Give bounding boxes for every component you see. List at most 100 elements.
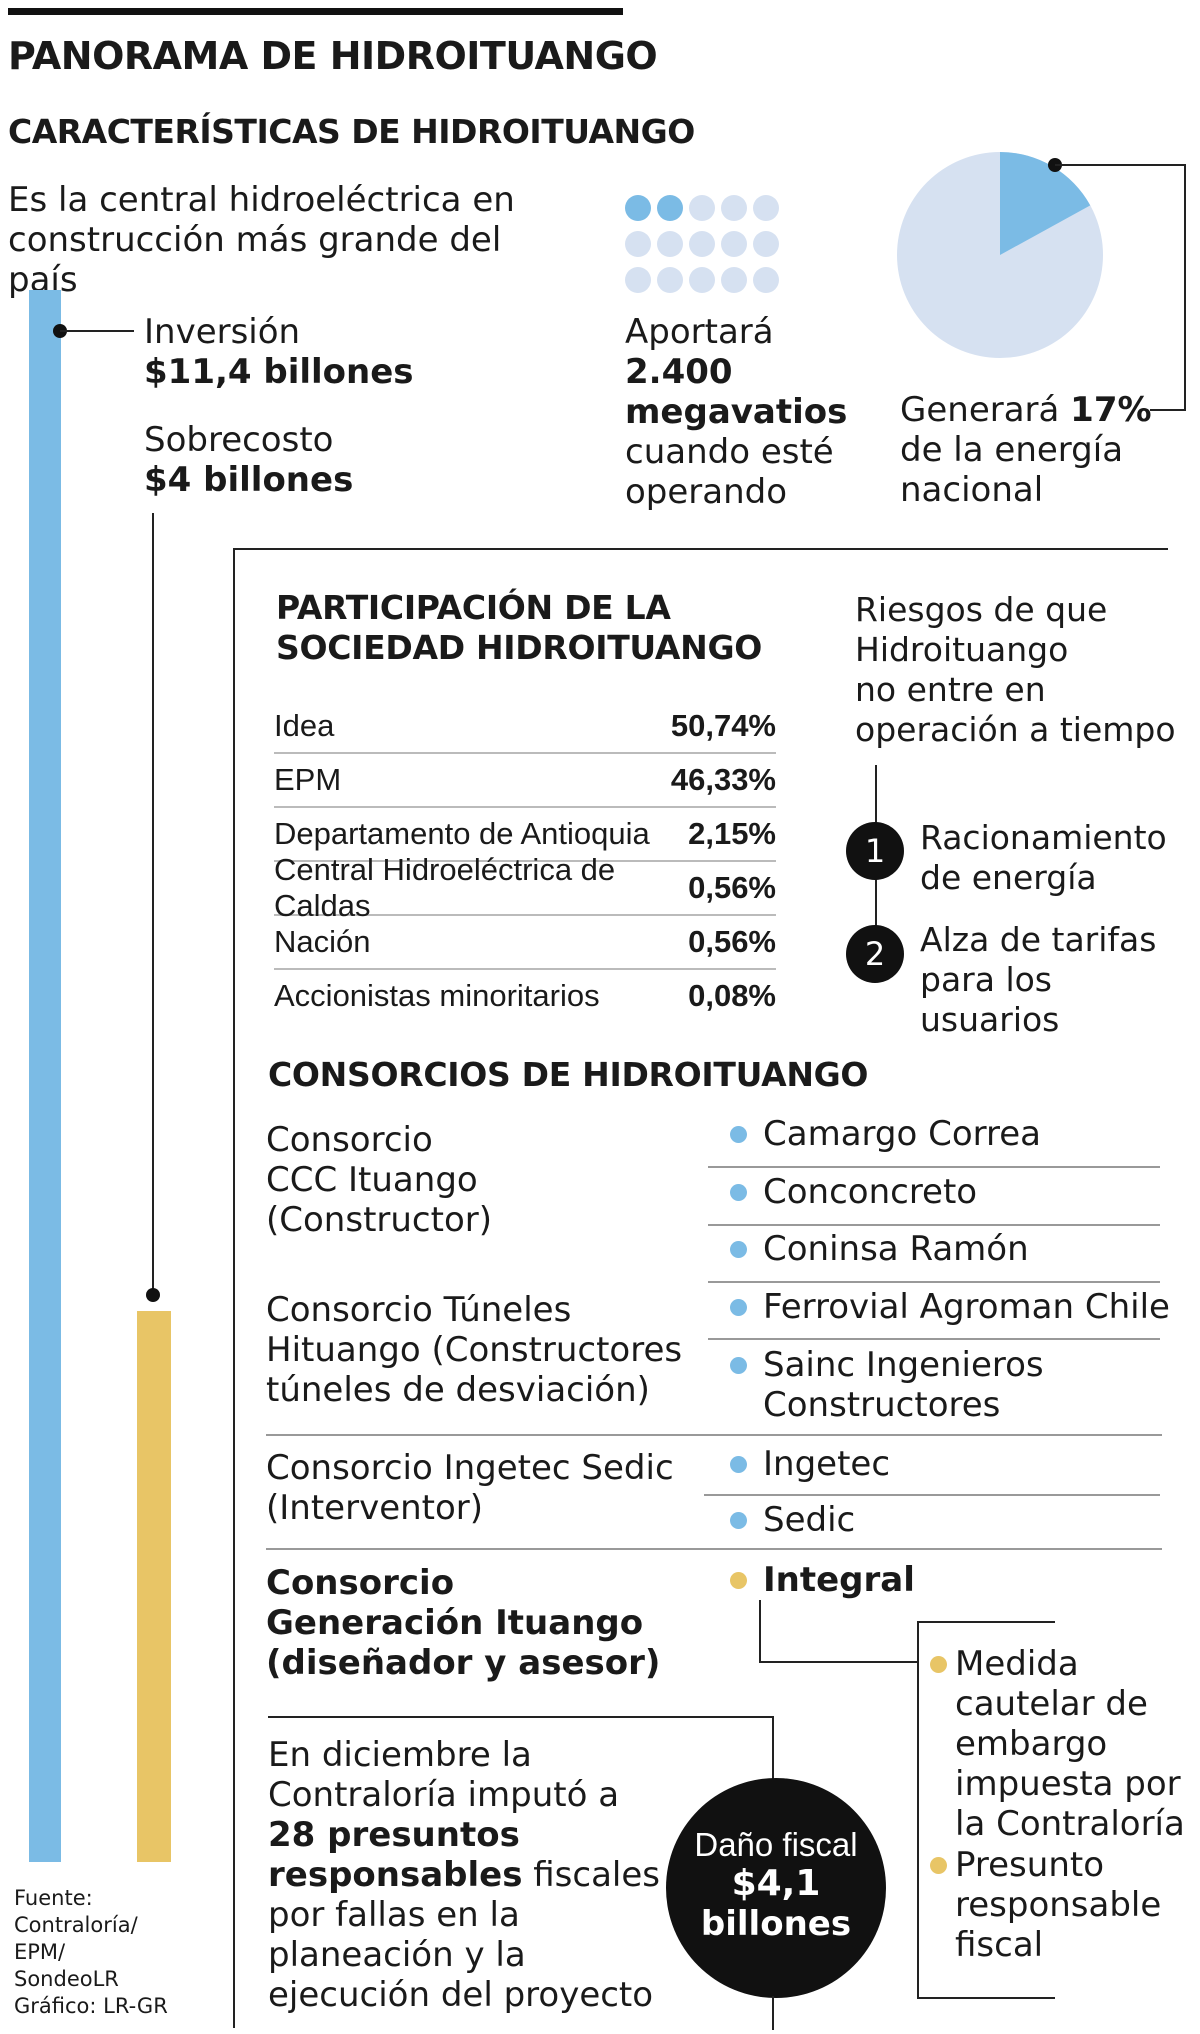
member-label-line-1: Sainc Ingenieros: [763, 1345, 1044, 1385]
source-line: EPM/: [14, 1940, 66, 1964]
member-ingetec: Ingetec: [730, 1444, 890, 1484]
consorcio-group-3: Consorcio Ingetec Sedic (Interventor): [266, 1448, 674, 1528]
risk-item-1: Racionamiento de energía: [920, 818, 1167, 898]
row-name: Central Hidroeléctrica de Caldas: [274, 852, 616, 923]
megawatt-dot: [657, 195, 683, 221]
consorcios-title: CONSORCIOS DE HIDROITUANGO: [268, 1055, 869, 1094]
megawatt-dot: [625, 231, 651, 257]
member-separator: [708, 1281, 1160, 1283]
note-line: fiscal: [955, 1925, 1044, 1965]
dano-unit: billones: [700, 1904, 852, 1944]
investment-value: $11,4 billones: [144, 352, 414, 392]
megawatt-block: Aportará 2.400 megavatios cuando esté op…: [625, 312, 847, 512]
megawatt-dot: [625, 195, 651, 221]
contraloria-line-4: responsables fiscales: [268, 1855, 660, 1895]
group-4-line-3: (diseñador y asesor): [266, 1643, 661, 1683]
risk-2-line-2: para los usuarios: [920, 960, 1060, 1039]
table-row: Idea 50,74%: [274, 700, 776, 754]
row-name: Nación: [274, 924, 371, 959]
risk-1-line-2: de energía: [920, 858, 1097, 897]
dano-label: Daño fiscal: [694, 1826, 858, 1863]
dano-fiscal-circle: Daño fiscal $4,1 billones: [666, 1778, 886, 1998]
frame-left-line: [233, 548, 235, 2028]
row-value: 0,08%: [688, 978, 776, 1013]
group-1-line-1: Consorcio: [266, 1120, 433, 1160]
risk-number-1: 1: [846, 822, 904, 880]
energy-prefix: Generará: [900, 390, 1071, 430]
group-3-line-2: (Interventor): [266, 1488, 484, 1528]
energy-block: Generará 17% de la energía nacional: [900, 390, 1152, 510]
note-line: Medida: [955, 1644, 1079, 1684]
intro-line-2: construcción más grande del país: [8, 220, 502, 300]
bullet-icon: [730, 1456, 747, 1473]
integral-note-presunto: Presunto responsable fiscal: [930, 1845, 1161, 1965]
megawatt-line-1: Aportará: [625, 312, 774, 352]
page-title: PANORAMA DE HIDROITUANGO: [8, 34, 658, 78]
megawatt-dot: [721, 195, 747, 221]
row-value: 0,56%: [688, 870, 776, 905]
note-line: la Contraloría: [955, 1804, 1185, 1844]
risk-number-2: 2: [846, 925, 904, 983]
participacion-title-2: SOCIEDAD HIDROITUANGO: [276, 628, 762, 667]
note-line: cautelar de: [955, 1684, 1148, 1724]
row-name: Idea: [274, 708, 335, 743]
bullet-icon: [930, 1857, 947, 1874]
megawatt-dot: [753, 195, 779, 221]
investment-block: Inversión $11,4 billones: [144, 312, 414, 392]
energy-line-3: nacional: [900, 470, 1044, 510]
row-value: 0,56%: [688, 924, 776, 959]
investment-bar: [29, 290, 61, 1862]
contraloria-rest: fiscales: [522, 1855, 660, 1895]
contraloria-line-3: 28 presuntos: [268, 1815, 520, 1855]
note-line: embargo: [955, 1724, 1108, 1764]
integral-note-medida: Medida cautelar de embargo impuesta por …: [930, 1644, 1185, 1844]
member-ferrovial: Ferrovial Agroman Chile: [730, 1287, 1170, 1327]
member-label: Ferrovial Agroman Chile: [763, 1287, 1170, 1327]
source-line: Contraloría/: [14, 1913, 138, 1937]
bullet-icon: [930, 1656, 947, 1673]
consorcio-separator: [266, 1548, 1162, 1550]
member-integral: Integral: [730, 1560, 915, 1600]
table-row: EPM 46,33%: [274, 754, 776, 808]
megawatt-dot: [689, 231, 715, 257]
row-value: 50,74%: [670, 708, 776, 743]
note-text: Medida cautelar de embargo impuesta por …: [955, 1644, 1185, 1844]
group-3-line-1: Consorcio Ingetec Sedic: [266, 1448, 674, 1488]
member-label-line-2: Constructores: [763, 1385, 1001, 1425]
member-separator: [704, 1494, 1160, 1496]
bullet-icon: [730, 1126, 747, 1143]
megawatt-dot: [753, 231, 779, 257]
note-line: Presunto: [955, 1845, 1104, 1885]
energy-line-1: Generará 17%: [900, 390, 1152, 430]
group-1-line-3: (Constructor): [266, 1200, 492, 1240]
bullet-icon: [730, 1512, 747, 1529]
group-4-line-2: Generación Ituango: [266, 1603, 644, 1643]
consorcio-group-1: Consorcio CCC Ituango (Constructor): [266, 1120, 492, 1240]
dano-value: $4,1: [731, 1863, 821, 1904]
source-line: Fuente:: [14, 1886, 93, 1910]
member-label: Ingetec: [763, 1444, 891, 1484]
intro-line-1: Es la central hidroeléctrica en: [8, 180, 515, 220]
megawatt-dot: [689, 267, 715, 293]
integral-connector: [759, 1600, 1055, 1999]
consorcio-group-2: Consorcio Túneles Hituango (Constructore…: [266, 1290, 682, 1410]
contraloria-line-7: ejecución del proyecto: [268, 1975, 654, 2015]
table-row: Central Hidroeléctrica de Caldas 0,56%: [274, 852, 776, 923]
member-camargo: Camargo Correa: [730, 1114, 1041, 1154]
megawatt-unit: megavatios: [625, 392, 848, 432]
member-label: Coninsa Ramón: [763, 1229, 1029, 1269]
overcost-value: $4 billones: [144, 460, 354, 500]
row-value: 46,33%: [670, 762, 776, 797]
megawatt-line-4: cuando esté: [625, 432, 834, 472]
investment-label: Inversión: [144, 312, 301, 352]
megawatt-dot: [721, 267, 747, 293]
title-bar: [8, 8, 623, 15]
megawatt-dot: [689, 195, 715, 221]
bullet-icon: [730, 1241, 747, 1258]
megawatt-dots: [625, 195, 785, 303]
group-4-line-1: Consorcio: [266, 1563, 455, 1603]
note-line: impuesta por: [955, 1764, 1181, 1804]
energy-pie-chart: [897, 152, 1103, 358]
source-line: SondeoLR: [14, 1967, 119, 1991]
energy-line-2: de la energía: [900, 430, 1124, 470]
